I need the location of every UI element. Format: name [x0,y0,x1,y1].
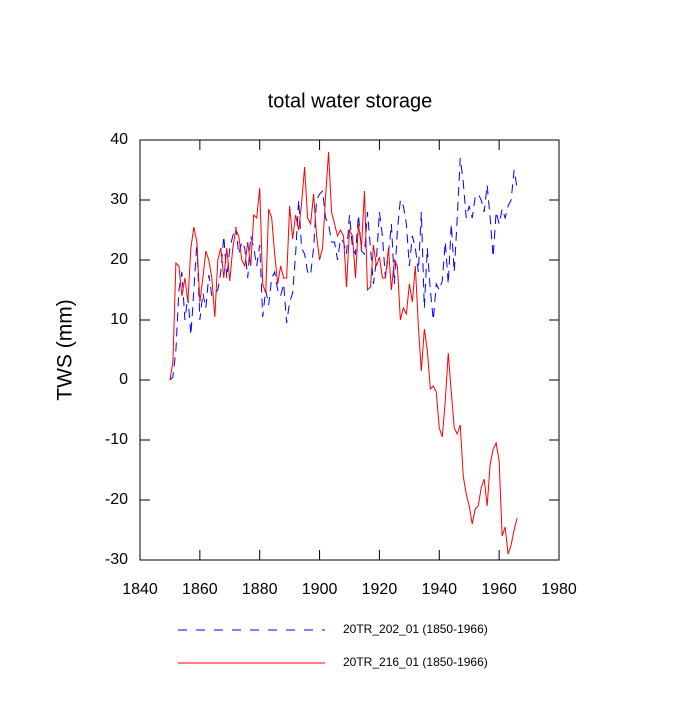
y-tick-label: 40 [110,131,128,148]
x-tick-label: 1900 [302,581,338,598]
y-tick-label: 20 [110,251,128,268]
y-tick-label: -10 [105,431,128,448]
x-tick-label: 1880 [242,581,278,598]
x-tick-label: 1840 [122,581,158,598]
y-axis-label: TWS (mm) [54,299,77,400]
y-tick-label: -30 [105,551,128,568]
data-line [169,157,518,381]
y-tick-label: -20 [105,491,128,508]
plot-frame [139,139,560,561]
data-line [169,151,518,555]
x-tick-label: 1920 [362,581,398,598]
x-tick-label: 1960 [481,581,517,598]
x-tick-label: 1940 [421,581,457,598]
x-tick-label: 1980 [541,581,577,598]
x-tick-label: 1860 [182,581,218,598]
legend-label: 20TR_202_01 (1850-1966) [343,622,488,636]
y-tick-label: 30 [110,191,128,208]
y-tick-label: 10 [110,311,128,328]
y-tick-label: 0 [119,371,128,388]
chart-title: total water storage [268,90,433,112]
legend-label: 20TR_216_01 (1850-1966) [343,655,488,669]
